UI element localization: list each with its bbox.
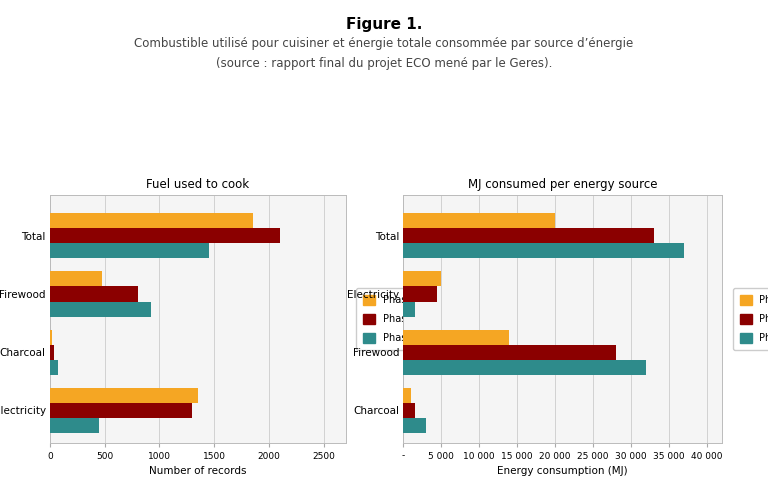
Legend: Phase 4, Phase 2, Phase 1: Phase 4, Phase 2, Phase 1: [356, 288, 429, 350]
Bar: [403, 403, 415, 418]
X-axis label: Number of records: Number of records: [149, 466, 247, 476]
Bar: [403, 330, 509, 344]
Bar: [50, 272, 102, 286]
Bar: [403, 388, 411, 403]
Bar: [50, 330, 52, 344]
Text: Combustible utilisé pour cuisiner et énergie totale consommée par source d’énerg: Combustible utilisé pour cuisiner et éne…: [134, 38, 634, 70]
X-axis label: Energy consumption (MJ): Energy consumption (MJ): [497, 466, 628, 476]
Bar: [50, 228, 280, 244]
Legend: Phase 4, Phase 2, Phase 1: Phase 4, Phase 2, Phase 1: [733, 288, 768, 350]
Bar: [403, 213, 555, 228]
Bar: [403, 272, 441, 286]
Bar: [50, 244, 209, 258]
Bar: [50, 344, 55, 360]
Bar: [403, 302, 415, 316]
Bar: [403, 228, 654, 244]
Bar: [403, 286, 437, 302]
Bar: [403, 244, 684, 258]
Bar: [403, 344, 616, 360]
Title: MJ consumed per energy source: MJ consumed per energy source: [468, 178, 657, 191]
Bar: [403, 418, 426, 433]
Bar: [50, 403, 192, 418]
Title: Fuel used to cook: Fuel used to cook: [146, 178, 250, 191]
Bar: [50, 360, 58, 375]
Bar: [50, 418, 99, 433]
Bar: [50, 286, 137, 302]
Text: Figure 1.: Figure 1.: [346, 18, 422, 32]
Bar: [50, 213, 253, 228]
Bar: [50, 388, 197, 403]
Bar: [50, 302, 151, 316]
Bar: [403, 360, 646, 375]
